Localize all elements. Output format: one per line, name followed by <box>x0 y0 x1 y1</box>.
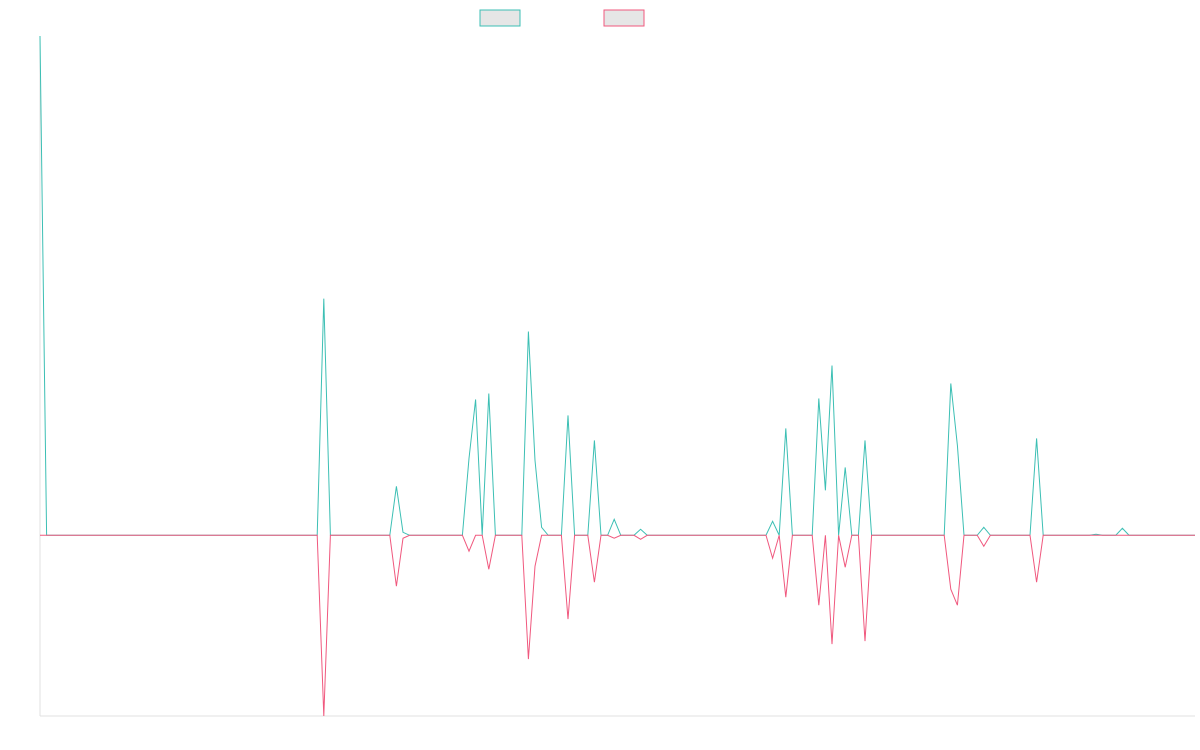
legend-swatch[interactable] <box>479 9 521 27</box>
legend-swatch[interactable] <box>603 9 645 27</box>
series-line <box>40 534 1195 717</box>
series-line <box>39 35 1195 536</box>
